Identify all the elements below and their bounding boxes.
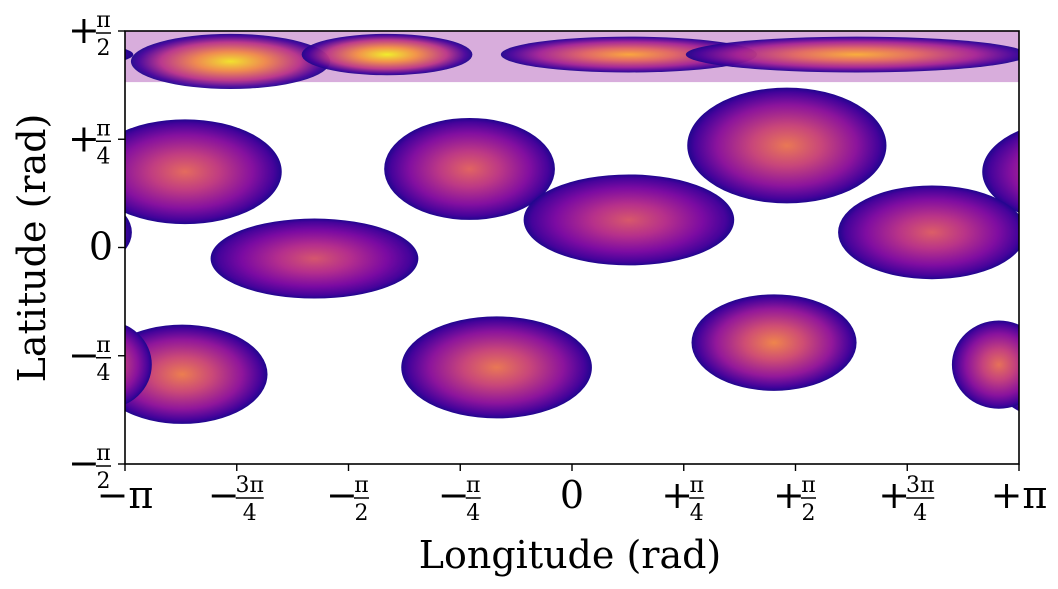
x-tick-label: +π 4 bbox=[661, 473, 705, 526]
svg-text:4: 4 bbox=[913, 501, 927, 526]
svg-text:4: 4 bbox=[97, 361, 111, 386]
svg-text:π: π bbox=[96, 116, 110, 141]
svg-text:π: π bbox=[96, 333, 110, 358]
svg-text:4: 4 bbox=[243, 501, 257, 526]
y-tick-label: +π 2 bbox=[68, 8, 111, 61]
x-tick-label: 0 bbox=[560, 473, 584, 517]
density-region-mid bbox=[210, 218, 419, 299]
svg-text:2: 2 bbox=[355, 501, 369, 526]
svg-text:3π: 3π bbox=[906, 473, 934, 498]
density-region-south bbox=[401, 316, 592, 419]
x-tick-label: −3π 4 bbox=[208, 473, 264, 526]
density-region-north-cap bbox=[301, 33, 473, 76]
density-region-wrap bbox=[125, 49, 134, 61]
svg-text:4: 4 bbox=[97, 144, 111, 169]
x-tick-label: +π 2 bbox=[773, 473, 816, 526]
density-region-north-cap bbox=[500, 36, 757, 73]
density-region-north-cap bbox=[130, 33, 331, 89]
svg-text:π: π bbox=[801, 473, 815, 498]
svg-text:π: π bbox=[96, 441, 110, 466]
svg-text:2: 2 bbox=[97, 36, 111, 61]
x-tick-label: −π 4 bbox=[438, 473, 481, 526]
svg-text:−π: −π bbox=[97, 473, 154, 517]
svg-text:π: π bbox=[690, 473, 704, 498]
svg-text:+: + bbox=[773, 473, 805, 517]
svg-text:3π: 3π bbox=[236, 473, 264, 498]
svg-text:−: − bbox=[68, 333, 100, 377]
density-region-wrap bbox=[982, 130, 1019, 213]
density-region-mid bbox=[838, 185, 1019, 280]
y-axis-label: Latitude (rad) bbox=[10, 114, 54, 383]
x-tick-label: −π 2 bbox=[326, 473, 369, 526]
density-region-north bbox=[687, 87, 887, 204]
y-tick-label: +π 4 bbox=[68, 116, 111, 169]
density-region-mid bbox=[523, 174, 735, 266]
x-axis-ticks: −π −3π4 −π2 −π4 0 +π4 +π2 +3π4 +π bbox=[97, 464, 1048, 526]
y-tick-label: −π 4 bbox=[68, 333, 111, 386]
svg-text:0: 0 bbox=[89, 225, 113, 269]
svg-text:π: π bbox=[96, 8, 110, 33]
svg-text:−: − bbox=[438, 473, 470, 517]
y-axis-ticks: +π2+π40−π4−π2 bbox=[68, 8, 125, 494]
svg-text:−: − bbox=[68, 441, 100, 485]
density-region-wrap bbox=[125, 214, 132, 250]
density-region-north bbox=[125, 119, 282, 225]
density-region-south bbox=[691, 294, 857, 391]
density-region-south bbox=[951, 320, 1019, 409]
y-tick-label: 0 bbox=[89, 225, 113, 269]
svg-text:+: + bbox=[68, 8, 100, 52]
density-region-north bbox=[384, 117, 555, 220]
density-region-wrap bbox=[125, 324, 152, 405]
svg-text:π: π bbox=[354, 473, 368, 498]
svg-text:4: 4 bbox=[466, 501, 480, 526]
svg-text:π: π bbox=[466, 473, 480, 498]
x-tick-label: +3π 4 bbox=[878, 473, 934, 526]
density-marks bbox=[125, 31, 1019, 424]
density-region-north-cap bbox=[685, 36, 1019, 73]
svg-text:4: 4 bbox=[690, 501, 704, 526]
x-axis-label: Longitude (rad) bbox=[419, 533, 722, 577]
svg-text:0: 0 bbox=[560, 473, 584, 517]
svg-text:+: + bbox=[68, 116, 100, 160]
x-tick-label: +π bbox=[991, 473, 1048, 517]
y-tick-label: −π 2 bbox=[68, 441, 111, 494]
svg-text:2: 2 bbox=[802, 501, 816, 526]
svg-text:+: + bbox=[878, 473, 910, 517]
svg-text:−: − bbox=[208, 473, 240, 517]
x-tick-label: −π bbox=[97, 473, 154, 517]
svg-text:+π: +π bbox=[991, 473, 1048, 517]
density-region-south bbox=[125, 324, 268, 424]
svg-text:−: − bbox=[326, 473, 358, 517]
svg-text:2: 2 bbox=[97, 469, 111, 494]
svg-text:+: + bbox=[661, 473, 693, 517]
